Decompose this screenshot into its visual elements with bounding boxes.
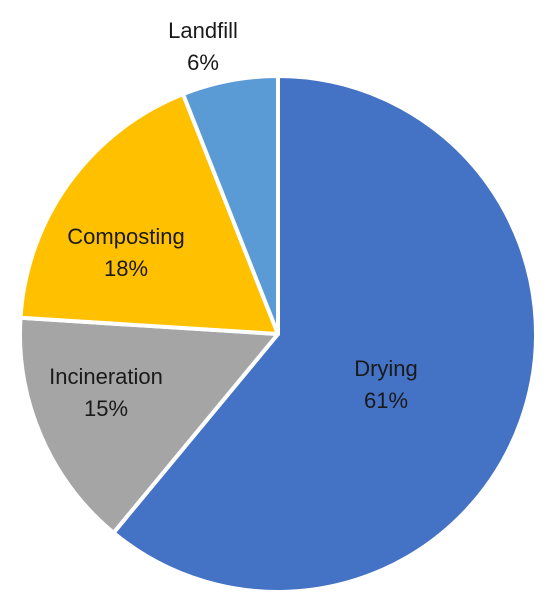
slice-percent-landfill: 6%: [187, 50, 219, 75]
pie-slice-incineration: [18, 315, 280, 535]
pie-labels: Drying 61% Incineration 15% Composting 18% Lan…: [49, 18, 418, 421]
pie-slice-landfill: [181, 74, 280, 336]
slice-percent-composting: 18%: [104, 256, 148, 281]
pie-slice-composting: [18, 92, 280, 336]
slice-label-landfill: Landfill: [168, 18, 238, 43]
pie-slices: [18, 74, 538, 594]
slice-label-composting: Composting: [67, 224, 184, 249]
slice-label-incineration: Incineration: [49, 364, 163, 389]
pie-slice-drying: [111, 74, 538, 594]
slice-label-drying: Drying: [354, 356, 418, 381]
slice-percent-drying: 61%: [364, 388, 408, 413]
slice-percent-incineration: 15%: [84, 396, 128, 421]
